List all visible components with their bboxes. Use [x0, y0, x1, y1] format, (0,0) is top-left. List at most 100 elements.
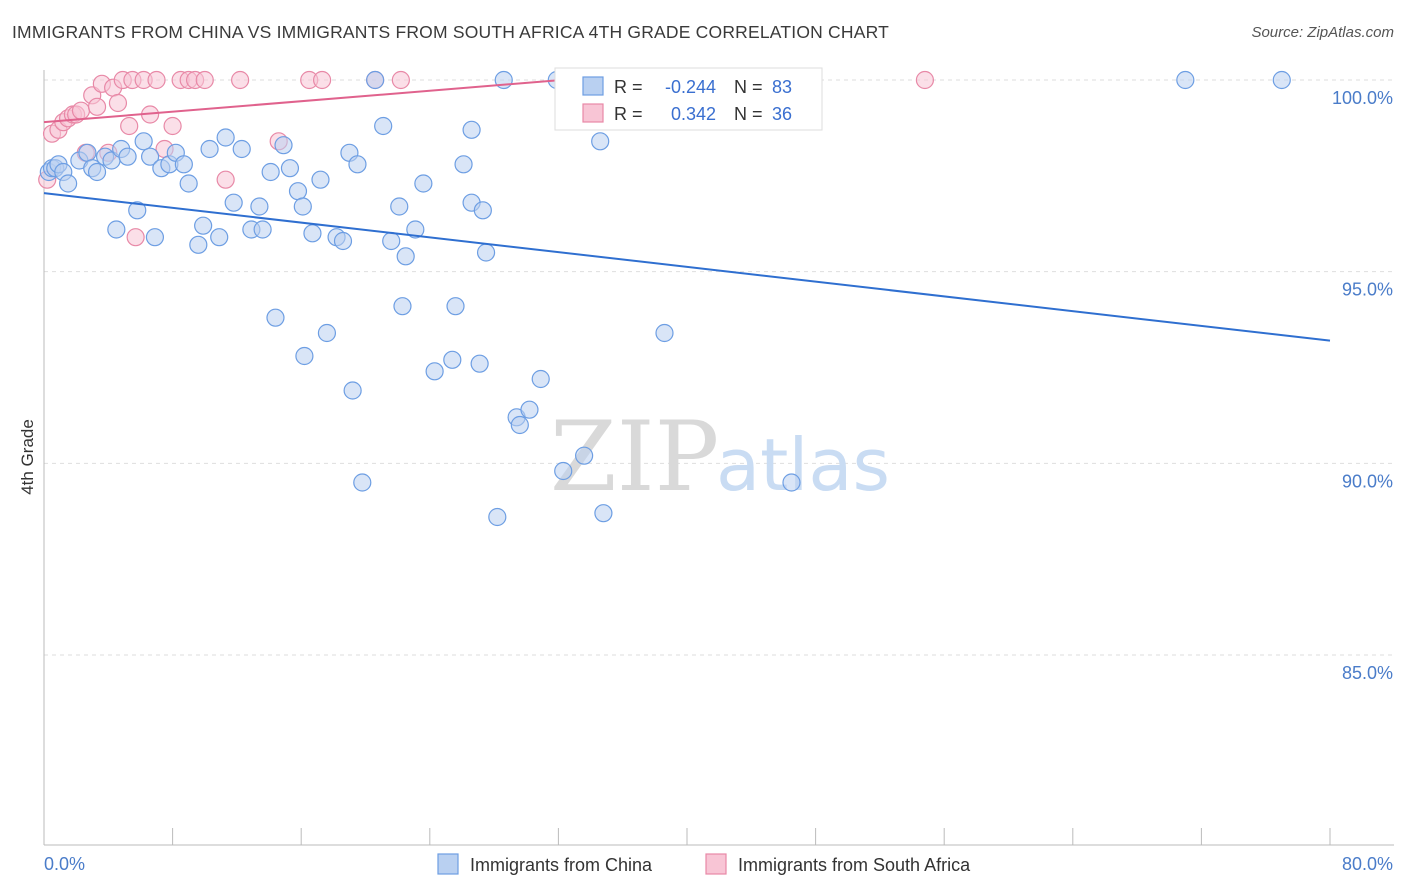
point-south-africa [126, 228, 145, 247]
point-china [366, 70, 385, 90]
point-china [224, 193, 243, 212]
watermark-atlas: atlas [716, 423, 890, 507]
stats-n-value-south-africa: 36 [772, 104, 792, 124]
point-china [473, 201, 492, 220]
point-china [288, 182, 308, 201]
point-china [280, 159, 300, 178]
x-tick-label-min: 0.0% [44, 854, 85, 874]
y-tick-label: 90.0% [1342, 471, 1393, 491]
legend-label-south-africa: Immigrants from South Africa [738, 855, 971, 875]
point-china [107, 220, 126, 239]
legend-swatch-china [437, 853, 459, 875]
point-china [134, 132, 153, 151]
point-china [293, 197, 312, 216]
x-tick-label-max: 80.0% [1342, 854, 1393, 874]
legend-swatch-south-africa [705, 853, 727, 875]
stats-box: R = -0.244 N = 83 R = 0.342 N = 36 [554, 67, 823, 131]
point-china [470, 354, 489, 373]
point-china [87, 162, 107, 182]
point-china [374, 116, 393, 136]
series-china-points [39, 70, 1291, 527]
point-south-africa [231, 70, 250, 90]
point-china [128, 201, 147, 220]
point-china [390, 197, 409, 216]
point-china [575, 446, 594, 465]
point-china [353, 473, 372, 492]
stats-r-value-china: -0.244 [665, 77, 716, 97]
point-china [406, 220, 425, 239]
point-china [232, 139, 251, 159]
point-china [1272, 70, 1291, 90]
point-china [393, 297, 412, 316]
point-china [343, 381, 362, 400]
y-tick-label: 85.0% [1342, 663, 1393, 683]
point-south-africa [108, 93, 128, 113]
series-south-africa-points [38, 70, 935, 247]
point-china [462, 120, 481, 139]
point-china [216, 128, 235, 147]
axes [43, 70, 1394, 846]
point-china [210, 228, 229, 247]
point-china [414, 174, 433, 193]
stats-swatch-south-africa [582, 103, 604, 123]
point-china [274, 136, 293, 155]
point-china [382, 231, 401, 251]
point-china [446, 297, 465, 316]
source-label: Source: ZipAtlas.com [1251, 24, 1394, 41]
point-south-africa [216, 170, 235, 189]
x-axis-ticks [172, 828, 1331, 845]
stats-n-label-china: N = [734, 77, 763, 97]
point-south-africa [147, 70, 166, 90]
stats-n-label-south-africa: N = [734, 104, 763, 124]
point-china [250, 197, 269, 216]
point-china [554, 461, 573, 481]
point-china [295, 346, 314, 366]
point-china [118, 147, 137, 166]
point-south-africa [163, 116, 182, 136]
y-tick-labels: 85.0% 90.0% 95.0% 100.0% [1332, 88, 1393, 683]
point-china [253, 220, 272, 239]
point-china [476, 243, 496, 262]
point-china [189, 235, 208, 254]
point-china [140, 147, 160, 166]
point-south-africa [120, 116, 139, 136]
point-china [594, 504, 613, 523]
point-south-africa [312, 70, 332, 90]
grid-lines [44, 79, 1394, 656]
point-china [348, 155, 367, 174]
point-china [303, 224, 322, 243]
point-china [591, 132, 610, 151]
point-china [59, 174, 78, 193]
point-china [78, 143, 97, 162]
point-china [454, 155, 473, 174]
point-china [488, 507, 507, 527]
point-china [145, 228, 165, 247]
y-axis-label: 4th Grade [18, 419, 37, 495]
legend-label-china: Immigrants from China [470, 855, 653, 875]
point-china [396, 247, 415, 266]
trend-lines [43, 79, 1331, 342]
watermark: ZIP atlas [550, 401, 890, 513]
y-tick-label: 100.0% [1332, 88, 1393, 108]
point-south-africa [71, 101, 91, 120]
point-china [531, 369, 550, 389]
stats-r-label-south-africa: R = [614, 104, 643, 124]
point-china [174, 155, 193, 174]
trend-line-china [43, 192, 1331, 342]
stats-r-value-south-africa: 0.342 [671, 104, 716, 124]
point-china [443, 350, 462, 369]
point-china [266, 308, 285, 327]
point-south-africa [391, 70, 410, 90]
stats-r-label-china: R = [614, 77, 643, 97]
point-china [425, 362, 444, 381]
point-china [200, 139, 219, 159]
stats-n-value-china: 83 [772, 77, 792, 97]
point-china [520, 400, 539, 419]
chart-title: IMMIGRANTS FROM CHINA VS IMMIGRANTS FROM… [12, 22, 889, 42]
point-china [655, 323, 674, 343]
point-china [333, 231, 353, 251]
point-south-africa [87, 97, 107, 116]
trend-line-south-africa [43, 79, 562, 124]
y-tick-label: 95.0% [1342, 280, 1393, 300]
